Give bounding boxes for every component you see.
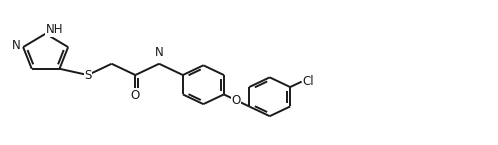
- Text: Cl: Cl: [302, 75, 314, 88]
- Text: O: O: [232, 94, 241, 107]
- Text: NH: NH: [45, 23, 63, 36]
- Text: N: N: [12, 39, 21, 52]
- Text: H: H: [155, 52, 163, 62]
- Text: O: O: [131, 89, 140, 102]
- Text: N: N: [155, 46, 163, 59]
- Text: S: S: [84, 69, 92, 81]
